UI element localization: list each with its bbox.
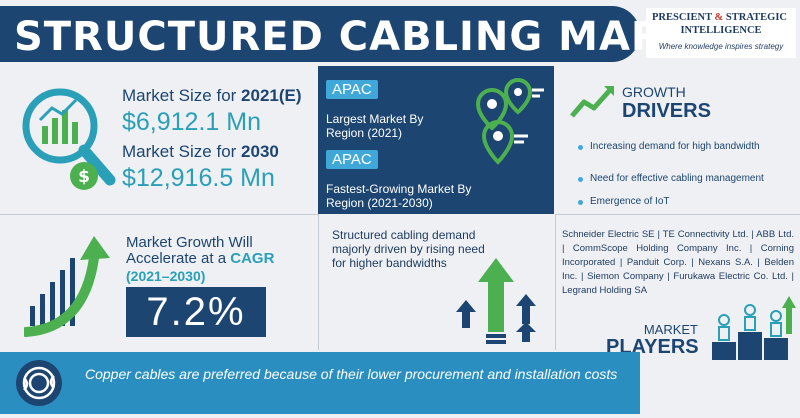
svg-text:$: $	[78, 167, 90, 187]
growth-bars-arrow-icon	[24, 236, 110, 337]
driver-bullet	[578, 200, 583, 205]
driver-bullet	[578, 177, 583, 182]
podium-people-icon	[712, 296, 796, 360]
drivers-heading-top: GROWTH	[622, 84, 686, 100]
logo-word-prescient: PRESCIENT	[652, 12, 712, 23]
cagr-panel: Market Growth Will Accelerate at a CAGR …	[0, 216, 318, 348]
logo-line1: PRESCIENT & STRATEGIC	[652, 12, 787, 23]
market-size-2021-label: Market Size for 2021(E)	[122, 86, 302, 105]
market-size-2021-value: $6,912.1 Mn	[122, 108, 261, 136]
growth-drivers-panel: GROWTH DRIVERS Increasing demand for hig…	[556, 66, 800, 214]
bandwidth-arrows-icon	[456, 258, 536, 344]
divider	[0, 214, 318, 215]
logo-line2: INTELLIGENCE	[680, 25, 762, 36]
drivers-heading-bottom: DRIVERS	[622, 100, 711, 122]
cagr-period: (2021–2030)	[126, 268, 206, 284]
footer-banner: Copper cables are preferred because of t…	[0, 352, 640, 414]
page-title: STRUCTURED CABLING MARKET	[14, 14, 752, 60]
fastest-region-text: Fastest-Growing Market By Region (2021-2…	[326, 182, 472, 210]
magnifier-chart-icon: $	[22, 88, 116, 190]
market-size-panel: $ Market Size for 2021(E) $6,912.1 Mn Ma…	[0, 66, 318, 214]
cagr-line1: Market Growth Will	[126, 234, 253, 251]
fastest-region-badge: APAC	[326, 150, 378, 169]
company-logo: PRESCIENT & STRATEGIC INTELLIGENCE Where…	[646, 8, 796, 58]
driver-bullet	[578, 145, 583, 150]
logo-ampersand: &	[714, 12, 724, 23]
footer-text: Copper cables are preferred because of t…	[85, 366, 618, 382]
copper-cable-icon	[16, 360, 62, 406]
driver-item-3: Emergence of IoT	[590, 196, 670, 207]
cagr-value: 7.2%	[126, 287, 266, 337]
location-pins-icon	[475, 78, 544, 165]
largest-region-text: Largest Market By Region (2021)	[326, 112, 424, 140]
divider	[318, 214, 319, 350]
players-heading-top: MARKET	[643, 322, 698, 337]
market-size-2030-value: $12,916.5 Mn	[122, 164, 275, 192]
cagr-line2: Accelerate at a CAGR	[126, 250, 275, 267]
title-bar: STRUCTURED CABLING MARKET	[0, 6, 750, 62]
largest-region-badge: APAC	[326, 80, 378, 99]
driver-item-1: Increasing demand for high bandwidth	[590, 141, 760, 152]
market-size-2030-label: Market Size for 2030	[122, 142, 279, 161]
divider	[556, 214, 800, 215]
divider	[555, 214, 556, 350]
players-list: Schneider Electric SE | TE Connectivity …	[562, 229, 794, 296]
region-panel: APAC Largest Market By Region (2021) APA…	[318, 66, 554, 214]
logo-tagline: Where knowledge inspires strategy	[658, 42, 784, 51]
logo-word-strategic: STRATEGIC	[725, 12, 787, 23]
driver-item-2: Need for effective cabling management	[590, 173, 764, 184]
market-players-panel: Schneider Electric SE | TE Connectivity …	[556, 216, 800, 366]
growth-trend-icon	[570, 86, 614, 118]
header: STRUCTURED CABLING MARKET PRESCIENT & ST…	[0, 0, 800, 66]
demand-text: Structured cabling demand majorly driven…	[332, 228, 485, 270]
demand-panel: Structured cabling demand majorly driven…	[318, 216, 554, 348]
